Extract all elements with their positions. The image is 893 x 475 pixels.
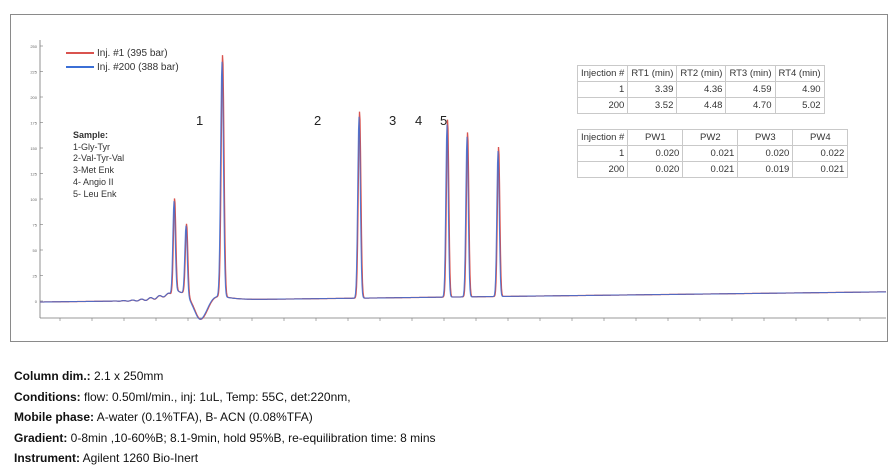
table-header-row: Injection # RT1 (min) RT2 (min) RT3 (min… — [576, 65, 825, 82]
y-tick-label: 0 — [35, 299, 38, 304]
caption-label: Conditions: — [14, 389, 81, 404]
sample-item: 1-Gly-Tyr — [73, 141, 110, 152]
table-header: RT2 (min) — [676, 65, 727, 82]
table-cell: 5.02 — [774, 97, 825, 114]
table-header: RT1 (min) — [627, 65, 678, 82]
sample-list: Sample: 1-Gly-Tyr 2-Val-Tyr-Val 3-Met En… — [73, 130, 124, 200]
table-cell: 4.59 — [725, 81, 776, 98]
y-tick-label: 250 — [30, 44, 37, 49]
peak-width-table: Injection # PW1 PW2 PW3 PW4 1 0.020 0.02… — [576, 129, 849, 178]
table-cell: 1 — [576, 145, 629, 162]
caption-text: 0-8min ,10-60%B; 8.1-9min, hold 95%B, re… — [67, 430, 436, 445]
sample-item: 3-Met Enk — [73, 165, 115, 176]
table-cell: 0.020 — [737, 145, 794, 162]
table-cell: 0.021 — [792, 161, 849, 178]
table-cell: 0.021 — [682, 145, 739, 162]
table-header: PW1 — [627, 129, 684, 146]
y-tick-label: 175 — [30, 121, 37, 126]
table-row: 200 3.52 4.48 4.70 5.02 — [576, 97, 825, 114]
table-header: PW4 — [792, 129, 849, 146]
table-cell: 200 — [576, 161, 629, 178]
caption-label: Instrument: — [14, 451, 80, 465]
peak-label: 4 — [415, 113, 423, 128]
caption-line: Instrument: Agilent 1260 Bio-Inert — [14, 448, 436, 469]
table-cell: 0.020 — [627, 161, 684, 178]
sample-item: 5- Leu Enk — [73, 188, 117, 199]
caption-text: flow: 0.50ml/min., inj: 1uL, Temp: 55C, … — [80, 389, 351, 404]
table-row: 1 0.020 0.021 0.020 0.022 — [576, 145, 849, 162]
legend-label: Inj. #1 (395 bar) — [97, 47, 168, 59]
peak-label: 1 — [196, 113, 204, 128]
caption-line: Conditions: flow: 0.50ml/min., inj: 1uL,… — [14, 387, 436, 408]
table-header: Injection # — [576, 65, 629, 82]
y-tick-label: 25 — [33, 274, 38, 279]
table-cell: 3.39 — [627, 81, 678, 98]
y-tick-label: 75 — [33, 223, 38, 228]
y-tick-label: 100 — [30, 197, 37, 202]
caption-line: Column dim.: 2.1 x 250mm — [14, 366, 436, 387]
table-header-row: Injection # PW1 PW2 PW3 PW4 — [576, 129, 849, 146]
peak-label: 2 — [314, 113, 322, 128]
table-cell: 4.70 — [725, 97, 776, 114]
table-cell: 0.022 — [792, 145, 849, 162]
caption-label: Gradient: — [14, 430, 68, 445]
retention-time-table: Injection # RT1 (min) RT2 (min) RT3 (min… — [576, 65, 825, 114]
table-cell: 4.48 — [676, 97, 727, 114]
sample-item: 2-Val-Tyr-Val — [73, 153, 125, 164]
caption-text: A-water (0.1%TFA), B- ACN (0.08%TFA) — [94, 410, 313, 424]
table-header: PW3 — [737, 129, 794, 146]
trace-inj-200 — [40, 61, 887, 320]
legend-swatch-red — [66, 52, 94, 54]
table-cell: 0.019 — [737, 161, 794, 178]
y-tick-label: 225 — [30, 70, 37, 75]
y-tick-label: 200 — [30, 95, 37, 100]
method-caption: Column dim.: 2.1 x 250mm Conditions: flo… — [14, 366, 436, 469]
table-row: 200 0.020 0.021 0.019 0.021 — [576, 161, 849, 178]
table-cell: 4.90 — [774, 81, 825, 98]
peak-label: 3 — [389, 113, 397, 128]
table-header: Injection # — [576, 129, 629, 146]
y-tick-label: 50 — [33, 248, 38, 253]
caption-text: Agilent 1260 Bio-Inert — [80, 451, 199, 465]
table-cell: 3.52 — [627, 97, 678, 114]
table-cell: 1 — [576, 81, 629, 98]
caption-line: Gradient: 0-8min ,10-60%B; 8.1-9min, hol… — [14, 428, 436, 449]
table-cell: 4.36 — [676, 81, 727, 98]
table-row: 1 3.39 4.36 4.59 4.90 — [576, 81, 825, 98]
legend-label: Inj. #200 (388 bar) — [97, 61, 179, 73]
caption-label: Mobile phase: — [14, 410, 95, 424]
legend-item: Inj. #1 (395 bar) — [66, 46, 179, 60]
sample-item: 4- Angio II — [73, 176, 114, 187]
y-tick-label: 125 — [30, 172, 37, 177]
peak-label: 5 — [440, 113, 448, 128]
legend-item: Inj. #200 (388 bar) — [66, 60, 179, 74]
sample-title: Sample: — [73, 130, 109, 140]
table-cell: 0.020 — [627, 145, 684, 162]
table-header: PW2 — [682, 129, 739, 146]
table-cell: 0.021 — [682, 161, 739, 178]
caption-label: Column dim.: — [14, 369, 91, 383]
table-cell: 200 — [576, 97, 629, 114]
legend-swatch-blue — [66, 66, 94, 68]
table-header: RT4 (min) — [774, 65, 825, 82]
y-tick-label: 150 — [30, 146, 37, 151]
table-header: RT3 (min) — [725, 65, 776, 82]
caption-line: Mobile phase: A-water (0.1%TFA), B- ACN … — [14, 407, 436, 428]
legend: Inj. #1 (395 bar) Inj. #200 (388 bar) — [66, 46, 179, 74]
caption-text: 2.1 x 250mm — [90, 369, 164, 383]
